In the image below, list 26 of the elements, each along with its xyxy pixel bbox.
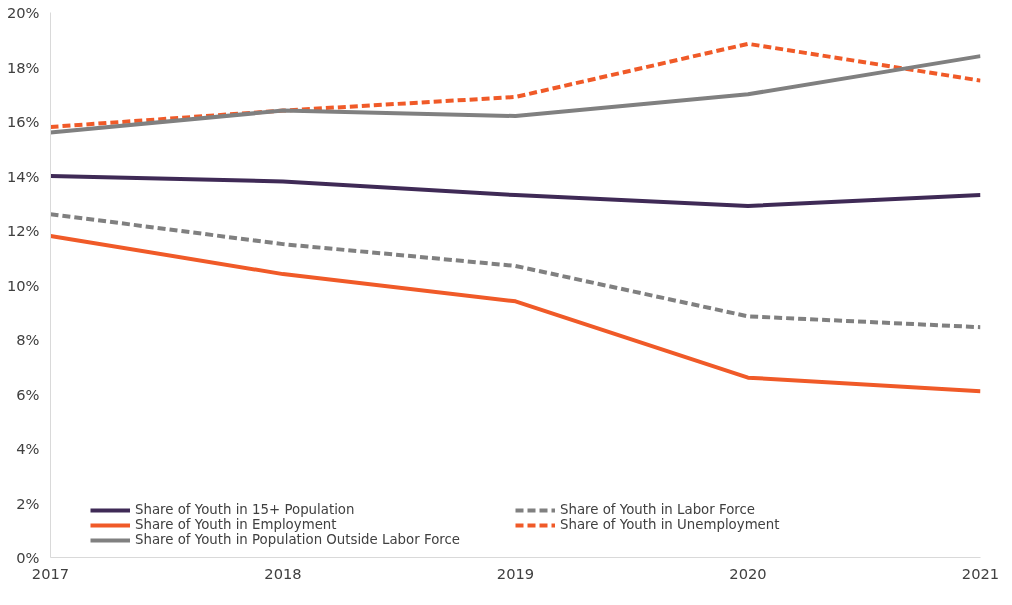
y-tick-label: 8% <box>16 331 40 348</box>
y-tick-label: 16% <box>6 113 40 130</box>
line-series <box>50 41 981 129</box>
line-series <box>50 174 981 208</box>
y-tick-label: 6% <box>16 385 40 403</box>
legend-label: Share of Youth in 15+ Population <box>135 502 356 517</box>
y-tick-label: 2% <box>16 494 40 512</box>
y-tick-label: 10% <box>6 276 40 294</box>
legend-label: Share of Youth in Unemployment <box>560 517 781 532</box>
y-tick-label: 12% <box>6 222 40 239</box>
x-tick-label: 2021 <box>961 564 1000 582</box>
line-series <box>50 54 981 135</box>
legend-label: Share of Youth in Population Outside Labor Force <box>135 532 461 547</box>
y-tick-label: 0% <box>16 549 40 566</box>
y-tick-label: 20% <box>6 4 40 21</box>
line-series <box>50 212 981 330</box>
y-tick-label: 4% <box>16 440 40 457</box>
x-tick-label: 2020 <box>729 564 767 582</box>
line-series <box>50 233 981 394</box>
x-tick-label: 2019 <box>496 564 535 582</box>
x-tick-label: 2017 <box>31 564 70 582</box>
legend-label: Share of Youth in Labor Force <box>560 502 757 517</box>
y-tick-label: 18% <box>6 58 40 76</box>
legend-label: Share of Youth in Employment <box>135 517 338 532</box>
y-tick-label: 14% <box>6 167 40 185</box>
x-tick-label: 2018 <box>264 564 302 582</box>
